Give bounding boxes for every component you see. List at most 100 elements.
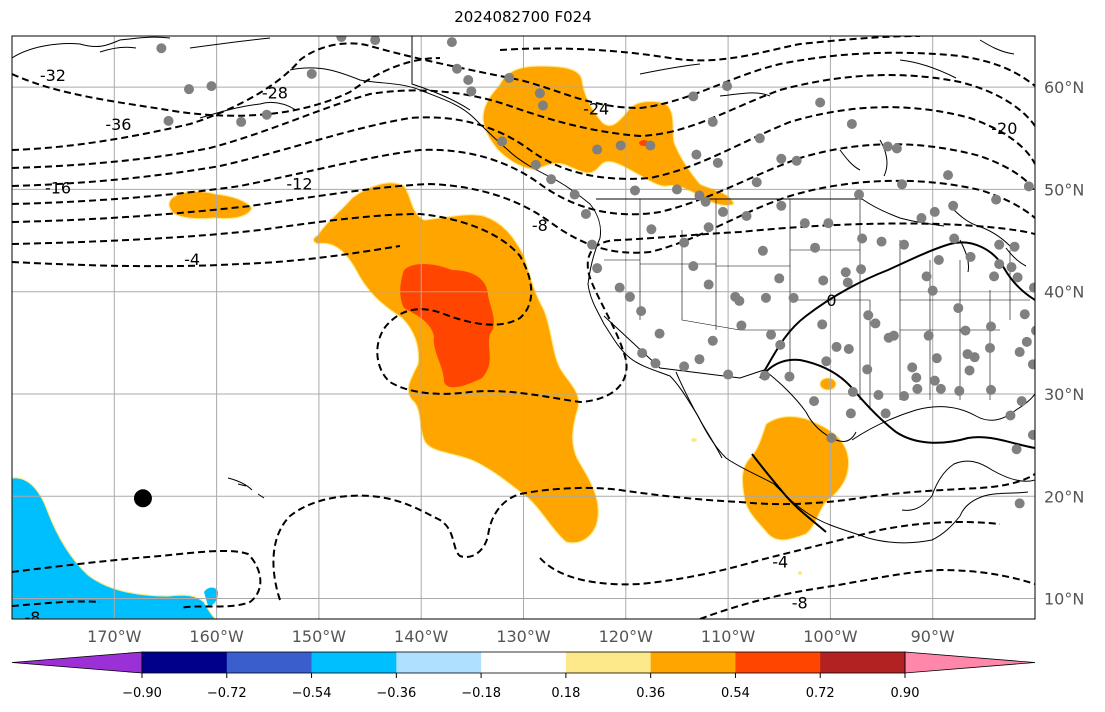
arctic-islands-outline [639, 39, 1015, 97]
field-strong-positive-area [400, 264, 494, 388]
station-point [840, 267, 851, 278]
station-point [537, 100, 548, 111]
aleutian-outline [99, 46, 297, 119]
colorbar-segment [396, 652, 482, 673]
field-negative-area [204, 587, 218, 606]
field-positive-area [482, 65, 735, 207]
station-point [845, 408, 856, 419]
station-point [907, 362, 918, 373]
station-point [650, 358, 661, 369]
station-point [823, 218, 834, 229]
station-point [760, 292, 771, 303]
colorbar-tick-label: 0.54 [721, 686, 750, 701]
field-weak-positive-area [798, 571, 802, 575]
station-point [994, 259, 1005, 270]
colorbar-tick-label: 0.18 [551, 686, 580, 701]
field-positive-area [819, 377, 837, 391]
longitude-tick-label: 100°W [803, 627, 858, 646]
station-point [1005, 410, 1016, 421]
station-point [757, 245, 768, 256]
station-point [1012, 272, 1023, 283]
contour-label: -24 [583, 100, 609, 119]
contour-label: -20 [991, 119, 1017, 138]
contour-label: -8 [24, 608, 40, 627]
longitude-tick-label: 120°W [599, 627, 654, 646]
station-point [791, 155, 802, 166]
contour-label: -16 [45, 178, 71, 197]
longitude-tick-label: 150°W [292, 627, 347, 646]
station-point [799, 218, 810, 229]
station-point [646, 224, 657, 235]
longitude-tick-label: 170°W [87, 627, 142, 646]
station-point [636, 306, 647, 317]
station-point [637, 348, 648, 359]
station-point [236, 116, 247, 127]
station-point [931, 353, 942, 364]
station-point [929, 206, 940, 217]
contour-label: -4 [184, 250, 200, 269]
station-point [774, 273, 785, 284]
station-point [717, 206, 728, 217]
station-point [809, 396, 820, 407]
station-point [916, 213, 927, 224]
longitude-tick-label: 140°W [394, 627, 449, 646]
station-point [183, 84, 194, 95]
station-point [986, 384, 997, 395]
station-point [615, 140, 626, 151]
station-point [688, 261, 699, 272]
station-point [1011, 444, 1022, 455]
station-point [911, 372, 922, 383]
station-point [831, 341, 842, 352]
longitude-tick-labels: 170°W 160°W 150°W 140°W 130°W 120°W 110°W 100°W… [87, 627, 955, 646]
station-point [943, 170, 954, 181]
graticule [12, 36, 1035, 619]
colorbar-tick-label: 0.90 [891, 686, 920, 701]
contour-line [12, 74, 1035, 169]
station-point [688, 91, 699, 102]
contour-line [12, 36, 921, 117]
station-point [1027, 429, 1035, 440]
colorbar-extend-max [904, 651, 1036, 674]
station-point [1014, 498, 1025, 509]
station-point [965, 251, 976, 262]
contour-label: -8 [532, 216, 548, 235]
station-point [723, 369, 734, 380]
station-point [679, 361, 690, 372]
station-point [703, 222, 714, 233]
station-point [446, 37, 457, 48]
station-point [788, 292, 799, 303]
contour-line [12, 42, 1035, 151]
map-title: 2024082700 F024 [454, 8, 592, 26]
colorbar-segment [311, 652, 397, 673]
station-point [306, 68, 317, 79]
station-point [261, 109, 272, 120]
station-point [826, 432, 837, 443]
station-point [504, 72, 515, 83]
station-point [694, 354, 705, 365]
coastline-baja [675, 371, 723, 459]
station-point [1031, 325, 1035, 336]
station-point [821, 356, 832, 367]
station-point [857, 233, 868, 244]
station-point [842, 277, 853, 288]
station-point [888, 330, 899, 341]
station-point [766, 329, 777, 340]
latitude-tick-label: 50°N [1044, 180, 1084, 199]
border-us-mexico [603, 315, 857, 443]
colorbar [11, 651, 1036, 674]
station-point [580, 208, 591, 219]
contour-line [12, 521, 1035, 619]
station-point [776, 200, 787, 211]
station-point [163, 115, 174, 126]
station-point [863, 310, 874, 321]
station-point [1021, 336, 1032, 347]
station-point [530, 159, 541, 170]
station-point [775, 339, 786, 350]
colorbar-tick-label: 0.72 [806, 686, 835, 701]
station-point [592, 144, 603, 155]
map-panel: -32 -36 -28 -24 -20 -16 -12 -8 -4 0 -4 -8 -8 [12, 36, 1035, 627]
station-point [370, 36, 381, 46]
station-point [741, 211, 752, 222]
station-point [948, 200, 959, 211]
station-point [815, 97, 826, 108]
